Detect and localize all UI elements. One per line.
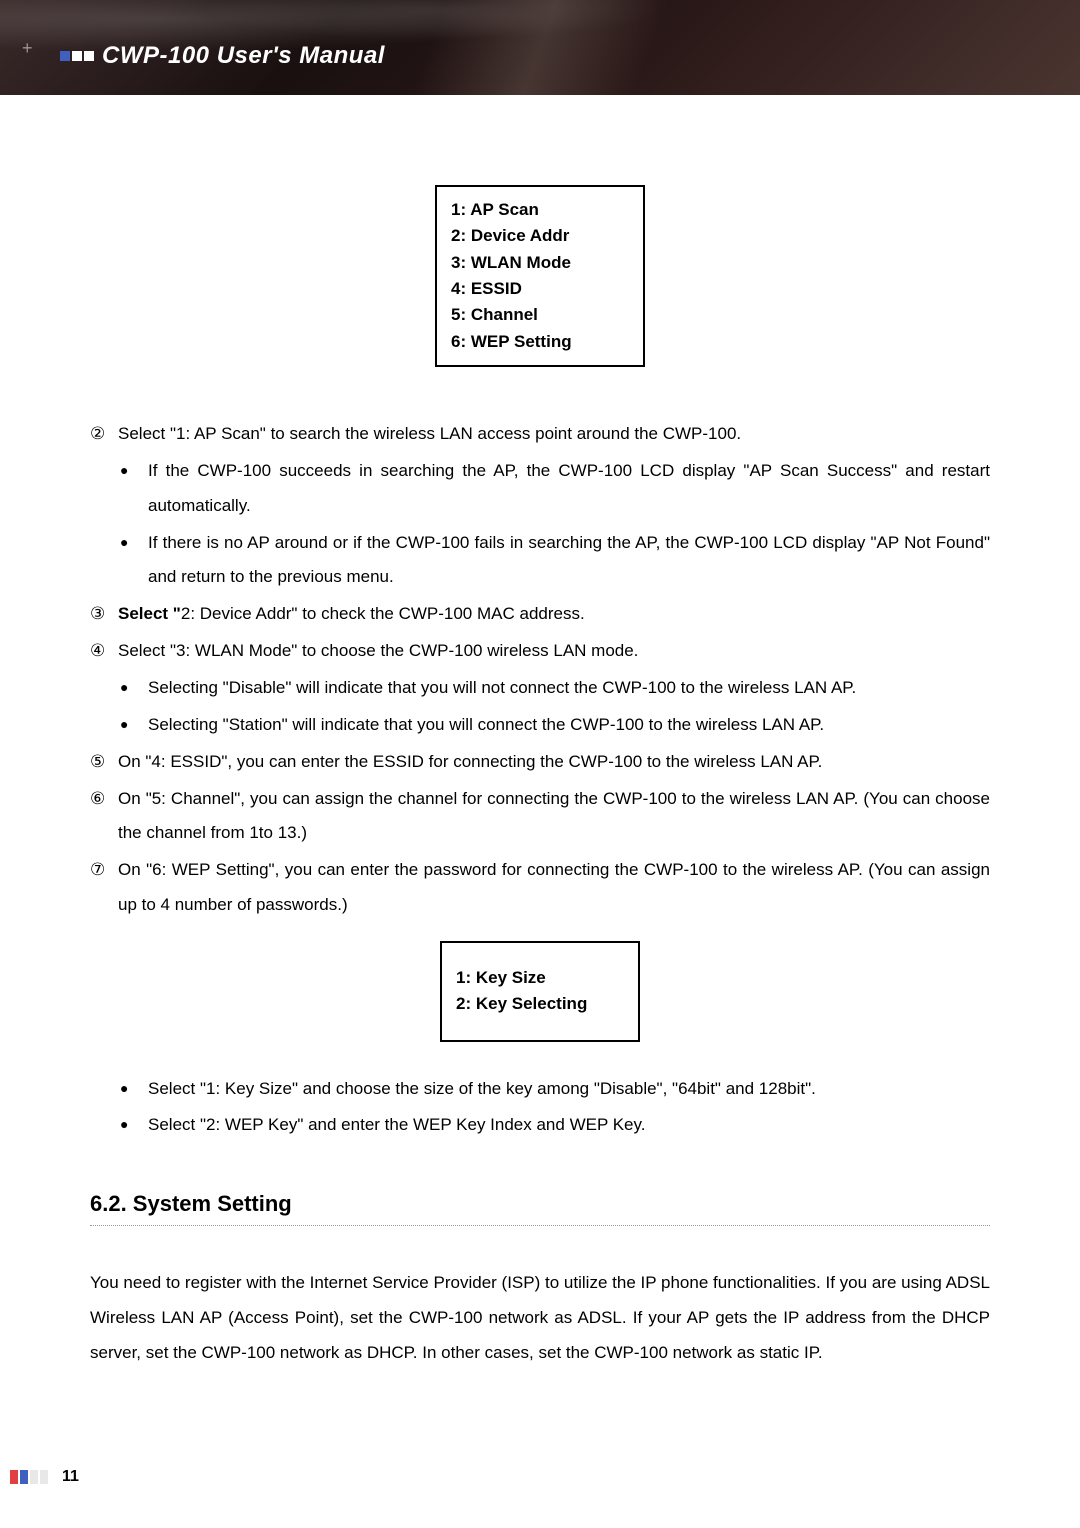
footer-bar: [30, 1470, 38, 1484]
circled-number: ⑤: [90, 745, 118, 780]
bullet-icon: ●: [120, 1072, 148, 1107]
menu-item: 5: Channel: [451, 302, 629, 328]
footer-logo-bars: [10, 1470, 48, 1484]
wlan-menu-box: 1: AP Scan 2: Device Addr 3: WLAN Mode 4…: [435, 185, 645, 367]
page-header: + CWP-100 User's Manual: [0, 0, 1080, 95]
step-text-rest: 2: Device Addr" to check the CWP-100 MAC…: [181, 604, 585, 623]
menu-item: 3: WLAN Mode: [451, 250, 629, 276]
step-text: On "6: WEP Setting", you can enter the p…: [118, 853, 990, 923]
bullet-icon: ●: [120, 671, 148, 706]
step-5: ⑤ On "4: ESSID", you can enter the ESSID…: [90, 745, 990, 780]
bullet-icon: ●: [120, 454, 148, 524]
circled-number: ②: [90, 417, 118, 452]
step-text: On "5: Channel", you can assign the chan…: [118, 782, 990, 852]
section-divider: [90, 1225, 990, 1226]
footer-bar: [40, 1470, 48, 1484]
circled-number: ⑥: [90, 782, 118, 852]
circled-number: ③: [90, 597, 118, 632]
step-2-bullets: ● If the CWP-100 succeeds in searching t…: [120, 454, 990, 595]
bold-prefix: Select ": [118, 604, 181, 623]
header-title: CWP-100 User's Manual: [102, 42, 385, 70]
logo-square: [60, 51, 70, 61]
decorative-plus: +: [22, 38, 33, 59]
bullet-item: ● Selecting "Disable" will indicate that…: [120, 671, 990, 706]
bullet-icon: ●: [120, 526, 148, 596]
step-6: ⑥ On "5: Channel", you can assign the ch…: [90, 782, 990, 852]
logo-square: [84, 51, 94, 61]
page-content: 1: AP Scan 2: Device Addr 3: WLAN Mode 4…: [0, 95, 1080, 1371]
circled-number: ⑦: [90, 853, 118, 923]
bullet-item: ● Selecting "Station" will indicate that…: [120, 708, 990, 743]
step-text: On "4: ESSID", you can enter the ESSID f…: [118, 745, 990, 780]
section-6-2-paragraph: You need to register with the Internet S…: [90, 1266, 990, 1371]
bullet-item: ● If there is no AP around or if the CWP…: [120, 526, 990, 596]
footer-bar: [20, 1470, 28, 1484]
wep-menu-box: 1: Key Size 2: Key Selecting: [440, 941, 640, 1042]
step-4: ④ Select "3: WLAN Mode" to choose the CW…: [90, 634, 990, 669]
circled-number: ④: [90, 634, 118, 669]
step-text: Select "1: AP Scan" to search the wirele…: [118, 417, 990, 452]
bullet-text: Selecting "Station" will indicate that y…: [148, 708, 990, 743]
bullet-item: ● Select "1: Key Size" and choose the si…: [120, 1072, 990, 1107]
bullet-text: If there is no AP around or if the CWP-1…: [148, 526, 990, 596]
step-7: ⑦ On "6: WEP Setting", you can enter the…: [90, 853, 990, 923]
footer-bar: [10, 1470, 18, 1484]
menu-item: 2: Key Selecting: [456, 991, 624, 1017]
logo-squares: [48, 51, 94, 61]
menu-item: 4: ESSID: [451, 276, 629, 302]
logo-square: [48, 51, 58, 61]
step-text: Select "3: WLAN Mode" to choose the CWP-…: [118, 634, 990, 669]
page-number: 11: [62, 1468, 79, 1486]
bullet-icon: ●: [120, 1108, 148, 1143]
step-2: ② Select "1: AP Scan" to search the wire…: [90, 417, 990, 452]
bullet-text: If the CWP-100 succeeds in searching the…: [148, 454, 990, 524]
step-3: ③ Select "2: Device Addr" to check the C…: [90, 597, 990, 632]
logo-square: [72, 51, 82, 61]
bullet-icon: ●: [120, 708, 148, 743]
menu-item: 6: WEP Setting: [451, 329, 629, 355]
menu-item: 1: AP Scan: [451, 197, 629, 223]
bullet-item: ● If the CWP-100 succeeds in searching t…: [120, 454, 990, 524]
step-4-bullets: ● Selecting "Disable" will indicate that…: [120, 671, 990, 743]
bullet-item: ● Select "2: WEP Key" and enter the WEP …: [120, 1108, 990, 1143]
bullet-text: Select "1: Key Size" and choose the size…: [148, 1072, 990, 1107]
section-heading-6-2: 6.2. System Setting: [90, 1191, 990, 1217]
header-logo-block: CWP-100 User's Manual: [48, 42, 385, 70]
bullet-text: Selecting "Disable" will indicate that y…: [148, 671, 990, 706]
step-text: Select "2: Device Addr" to check the CWP…: [118, 597, 990, 632]
bullet-text: Select "2: WEP Key" and enter the WEP Ke…: [148, 1108, 990, 1143]
instruction-list: ② Select "1: AP Scan" to search the wire…: [90, 417, 990, 1143]
menu-item: 2: Device Addr: [451, 223, 629, 249]
wep-bullets: ● Select "1: Key Size" and choose the si…: [120, 1072, 990, 1144]
menu-item: 1: Key Size: [456, 965, 624, 991]
page-footer: 11: [0, 1468, 79, 1486]
